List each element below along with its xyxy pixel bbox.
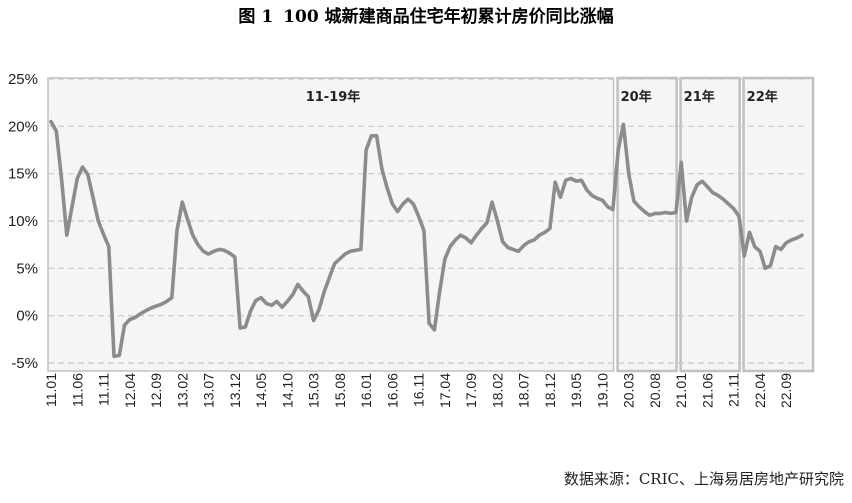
x-tick-label: 14.10 <box>279 373 295 408</box>
data-source-note: 数据来源：CRIC、上海易居房地产研究院 <box>563 470 844 488</box>
x-tick-label: 13.07 <box>201 373 217 408</box>
x-tick-label: 12.04 <box>122 373 138 408</box>
period-panel <box>47 77 615 372</box>
x-tick-label: 17.04 <box>437 373 453 408</box>
x-tick-label: 17.09 <box>463 373 479 408</box>
x-tick-label: 15.08 <box>332 373 348 408</box>
y-tick-label: 10% <box>8 213 38 230</box>
x-tick-label: 18.02 <box>489 373 505 408</box>
x-tick-label: 13.02 <box>174 373 190 408</box>
x-tick-label: 21.01 <box>673 373 689 408</box>
period-label: 21年 <box>684 89 715 105</box>
x-tick-label: 21.11 <box>726 373 742 407</box>
period-label: 22年 <box>747 89 778 105</box>
figure-number: 图 1 <box>238 7 274 27</box>
x-tick-label: 21.06 <box>699 373 715 408</box>
x-tick-label: 19.05 <box>568 373 584 408</box>
period-label: 20年 <box>621 89 652 105</box>
y-tick-label: 5% <box>16 260 38 277</box>
x-tick-label: 16.06 <box>384 373 400 408</box>
x-tick-label: 11.11 <box>96 373 112 406</box>
period-label: 11-19年 <box>306 89 361 105</box>
period-panel <box>742 76 815 373</box>
y-tick-label: 25% <box>8 71 38 88</box>
y-tick-label: 0% <box>16 308 38 325</box>
x-tick-label: 18.07 <box>516 373 532 408</box>
y-tick-label: -5% <box>11 355 38 372</box>
period-panel <box>679 76 741 373</box>
x-tick-label: 13.12 <box>227 373 243 408</box>
y-tick-label: 20% <box>8 118 38 135</box>
chart-title: 图 1 100 城新建商品住宅年初累计房价同比涨幅 <box>0 2 852 27</box>
x-tick-label: 16.01 <box>358 373 374 408</box>
x-tick-label: 20.08 <box>647 373 663 408</box>
x-tick-label: 22.09 <box>778 373 794 408</box>
y-tick-label: 15% <box>8 166 38 183</box>
x-tick-label: 15.03 <box>306 373 322 408</box>
figure-title-text: 100 城新建商品住宅年初累计房价同比涨幅 <box>283 7 614 27</box>
x-tick-label: 18.12 <box>542 373 558 408</box>
x-tick-label: 20.03 <box>621 373 637 408</box>
period-panel <box>616 76 678 373</box>
x-tick-label: 12.09 <box>148 373 164 408</box>
x-tick-label: 16.11 <box>411 373 427 407</box>
x-tick-label: 14.05 <box>253 373 269 408</box>
series-line-price-growth <box>49 119 804 359</box>
x-tick-label: 19.10 <box>594 373 610 408</box>
x-tick-label: 11.06 <box>69 373 85 407</box>
x-tick-label: 11.01 <box>43 373 59 407</box>
x-tick-label: 22.04 <box>752 373 768 408</box>
